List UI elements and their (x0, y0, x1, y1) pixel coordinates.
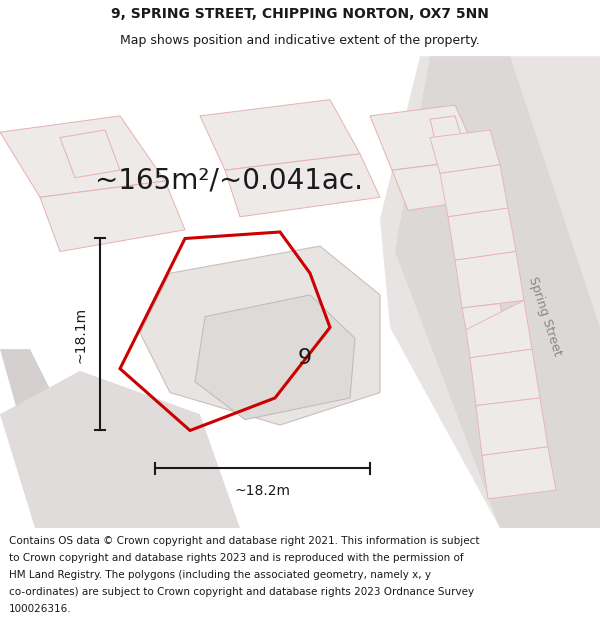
Text: 9: 9 (298, 348, 312, 368)
Polygon shape (0, 349, 120, 528)
Polygon shape (455, 251, 524, 308)
Polygon shape (476, 398, 548, 456)
Polygon shape (60, 130, 120, 178)
Polygon shape (392, 159, 498, 210)
Text: ~18.2m: ~18.2m (235, 484, 290, 498)
Polygon shape (462, 304, 504, 329)
Text: co-ordinates) are subject to Crown copyright and database rights 2023 Ordnance S: co-ordinates) are subject to Crown copyr… (9, 587, 474, 597)
Polygon shape (440, 165, 508, 217)
Polygon shape (225, 154, 380, 217)
Polygon shape (466, 301, 532, 358)
Polygon shape (200, 99, 360, 170)
Text: to Crown copyright and database rights 2023 and is reproduced with the permissio: to Crown copyright and database rights 2… (9, 553, 464, 563)
Polygon shape (430, 130, 500, 173)
Text: HM Land Registry. The polygons (including the associated geometry, namely x, y: HM Land Registry. The polygons (includin… (9, 570, 431, 580)
Polygon shape (395, 56, 600, 528)
Text: Contains OS data © Crown copyright and database right 2021. This information is : Contains OS data © Crown copyright and d… (9, 536, 479, 546)
Polygon shape (448, 208, 516, 260)
Text: Map shows position and indicative extent of the property.: Map shows position and indicative extent… (120, 34, 480, 47)
Polygon shape (482, 447, 556, 499)
Text: 100026316.: 100026316. (9, 604, 71, 614)
Text: ~18.1m: ~18.1m (74, 306, 88, 362)
Polygon shape (370, 105, 480, 170)
Polygon shape (195, 295, 355, 419)
Polygon shape (0, 116, 165, 198)
Text: Spring Street: Spring Street (526, 276, 564, 358)
Polygon shape (140, 246, 380, 425)
Polygon shape (470, 349, 540, 406)
Polygon shape (380, 56, 600, 528)
Text: 9, SPRING STREET, CHIPPING NORTON, OX7 5NN: 9, SPRING STREET, CHIPPING NORTON, OX7 5… (111, 7, 489, 21)
Polygon shape (0, 371, 240, 528)
Polygon shape (430, 116, 465, 152)
Polygon shape (40, 181, 185, 251)
Text: ~165m²/~0.041ac.: ~165m²/~0.041ac. (95, 167, 363, 195)
